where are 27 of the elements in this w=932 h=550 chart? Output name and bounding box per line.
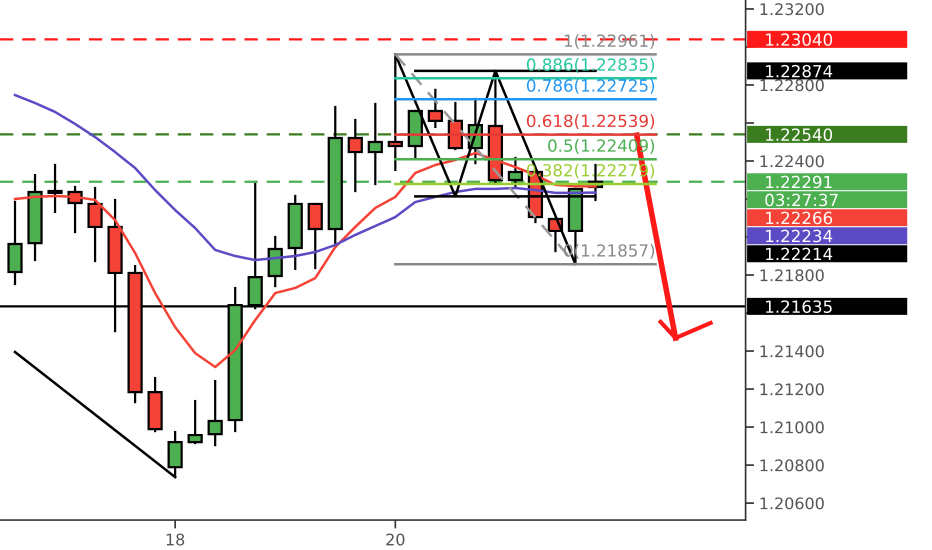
y-tick-label: 1.20800	[760, 459, 824, 472]
text: 1.22874	[766, 64, 832, 78]
text: 1.22214	[766, 248, 832, 260]
ref-line-label: 1.23040	[766, 33, 832, 46]
candlestick	[87, 186, 103, 262]
candlestick	[428, 88, 443, 128]
series-label: 0.886(1.22835)	[526, 58, 654, 73]
text: 1.22234	[766, 230, 832, 242]
ref-line-label: 1.21635	[766, 300, 832, 313]
text: 1.22266	[766, 212, 832, 224]
candlestick	[188, 400, 203, 444]
y-tick-label: 1.23200	[760, 3, 824, 16]
candlestick	[348, 118, 363, 192]
y-tick-label: 1.21000	[760, 421, 824, 434]
y-tick-label: 1.22800	[760, 79, 824, 92]
y-tick-label: 1.21200	[760, 383, 824, 396]
x-tick-label: 18	[166, 534, 184, 546]
x-tick-label: 20	[386, 534, 404, 546]
candlestick	[208, 380, 223, 446]
y-tick-label: 1.20600	[760, 497, 824, 510]
y-tick-label: 1.21800	[760, 269, 824, 282]
y-tick-label: 1.22400	[760, 155, 824, 168]
series-label: 0.618(1.22539)	[526, 114, 654, 130]
series-label: 0.786(1.22725)	[526, 78, 654, 94]
y-tick-label: 1.21400	[760, 345, 824, 358]
ref-line-label: 1.22291 03:27:37	[765, 176, 838, 206]
ref-line-label: 1.22540	[766, 128, 832, 141]
